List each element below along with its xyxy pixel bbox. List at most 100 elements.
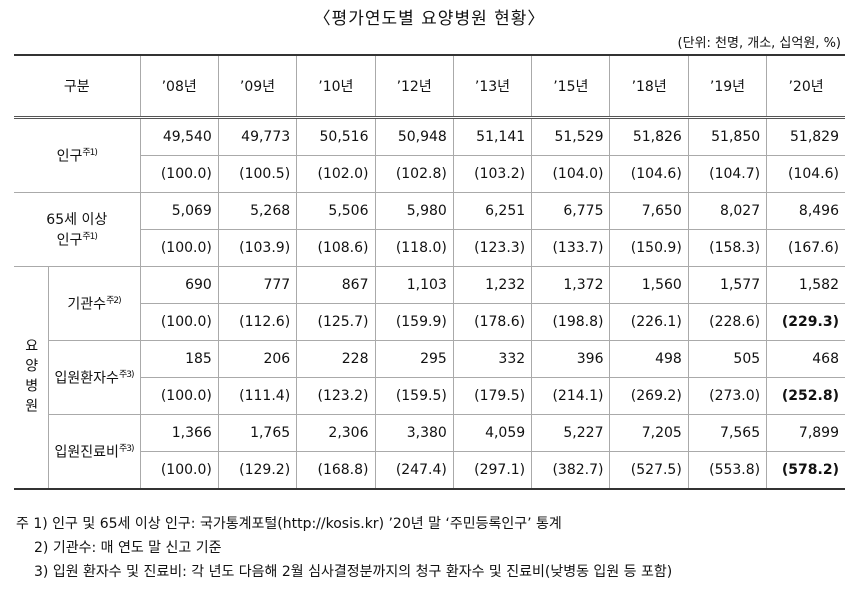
value-cell: 206 [217, 340, 298, 378]
value-cell: 51,529 [531, 117, 611, 156]
value-cell: (100.0) [140, 451, 219, 490]
value-cell: (198.8) [531, 303, 611, 341]
value-cell: (104.0) [531, 155, 611, 193]
value-cell: (167.6) [766, 229, 845, 267]
value-cell: 51,850 [687, 117, 768, 156]
value-cell: 1,372 [531, 266, 611, 304]
value-cell: 5,069 [139, 192, 219, 230]
footnote: 2) 기관수: 매 연도 말 신고 기준 [34, 540, 222, 556]
value-cell: (123.2) [296, 377, 376, 415]
value-cell: (229.3) [766, 303, 845, 341]
row-label: 65세 이상 인구주1) [14, 192, 141, 267]
value-cell: 2,306 [296, 414, 376, 452]
value-cell: 6,251 [452, 192, 533, 230]
value-cell: 8,027 [687, 192, 768, 230]
value-cell: (100.5) [217, 155, 298, 193]
value-cell: 49,540 [139, 117, 219, 156]
table-row: 요양병원 기관수주2) 690 777 867 1,103 1,232 1,372 1,560 1… [14, 266, 845, 490]
value-cell: (273.0) [687, 377, 768, 415]
row-label: 인구주1) [14, 117, 141, 193]
header-cell: ’12년 [374, 54, 454, 118]
value-cell: (226.1) [609, 303, 689, 341]
value-cell: 3,380 [374, 414, 454, 452]
value-cell: 498 [609, 340, 689, 378]
row-label: 입원진료비주3) [48, 414, 141, 490]
label-text: 65세 이상 [46, 212, 108, 229]
row-label: 기관수주2) [47, 266, 141, 341]
header-row: 구분 ’08년 ’09년 ’10년 ’12년 ’13년 ’15년 ’18년 ’19년 ’20년 [14, 54, 845, 118]
data-table: 구분 ’08년 ’09년 ’10년 ’12년 ’13년 ’15년 ’18년 ’19년 ’20년 인… [14, 54, 845, 490]
value-cell: (100.0) [140, 229, 219, 267]
value-cell: (104.7) [687, 155, 768, 193]
value-cell: 505 [687, 340, 768, 378]
value-cell: (578.2) [766, 451, 845, 490]
value-cell: 295 [374, 340, 454, 378]
table-row: 입원환자수주3) 185 206 228 295 332 396 498 505 468 [14, 340, 845, 415]
value-cell: (159.9) [374, 303, 454, 341]
header-cell: ’10년 [296, 54, 376, 118]
value-cell: (129.2) [217, 451, 298, 490]
footnote: 주 1) 인구 및 65세 이상 인구: 국가통계포털(http://kosis… [16, 516, 562, 532]
table-body: 인구주1) 49,540 49,773 50,516 50,948 51,141 51,52… [14, 117, 845, 490]
value-cell: (527.5) [609, 451, 689, 490]
label-text: 입원진료비 [54, 444, 119, 461]
value-cell: (158.3) [687, 229, 768, 267]
header-cell: ’09년 [217, 54, 298, 118]
title: 〈평가연도별 요양병원 현황〉 [313, 9, 546, 29]
value-cell: 332 [452, 340, 533, 378]
table-row: (100.0) (111.4) (123.2) (159.5) (179.5) (214.… [14, 377, 845, 415]
value-cell: (228.6) [687, 303, 768, 341]
value-cell: (104.6) [609, 155, 689, 193]
header-cell: ’20년 [766, 54, 845, 118]
value-cell: 5,980 [374, 192, 454, 230]
value-cell: 7,205 [609, 414, 689, 452]
header-cell: ’18년 [609, 54, 689, 118]
header-cell: ’08년 [139, 54, 219, 118]
value-cell: (252.8) [766, 377, 845, 415]
value-cell: 49,773 [217, 117, 298, 156]
value-cell: 1,582 [766, 266, 845, 304]
value-cell: 1,577 [687, 266, 768, 304]
row-label: 입원환자수주3) [48, 340, 141, 415]
value-cell: 228 [296, 340, 376, 378]
value-cell: 6,775 [531, 192, 611, 230]
value-cell: (102.0) [296, 155, 376, 193]
value-cell: 50,948 [374, 117, 454, 156]
value-cell: 5,227 [531, 414, 611, 452]
header-cell: ’13년 [452, 54, 533, 118]
value-cell: 4,059 [452, 414, 533, 452]
notes: 주 1) 인구 및 65세 이상 인구: 국가통계포털(http://kosis… [16, 512, 672, 584]
header-cell: ’19년 [687, 54, 768, 118]
value-cell: 51,826 [609, 117, 689, 156]
value-cell: (100.0) [140, 377, 219, 415]
footnote: 3) 입원 환자수 및 진료비: 각 년도 다음해 2월 심사결정분까지의 청구… [34, 564, 673, 580]
value-cell: 1,765 [217, 414, 298, 452]
table-row: 인구주1) 49,540 49,773 50,516 50,948 51,141 51,52… [14, 117, 845, 193]
value-cell: (178.6) [452, 303, 533, 341]
footnote-ref: 주3) [118, 444, 135, 455]
value-cell: 5,268 [217, 192, 298, 230]
footnote-ref: 주1) [82, 232, 98, 243]
value-cell: 1,232 [452, 266, 533, 304]
footnote-ref: 주3) [118, 370, 135, 381]
value-cell: 7,650 [609, 192, 689, 230]
value-cell: 396 [531, 340, 611, 378]
value-cell: (108.6) [296, 229, 376, 267]
value-cell: (214.1) [531, 377, 611, 415]
value-cell: (150.9) [609, 229, 689, 267]
value-cell: (103.9) [217, 229, 298, 267]
value-cell: (382.7) [531, 451, 611, 490]
value-cell: 51,829 [766, 117, 845, 156]
value-cell: 777 [217, 266, 298, 304]
table-row: 입원진료비주3) 1,366 1,765 2,306 3,380 4,059 5,227 7,… [14, 414, 845, 490]
value-cell: (123.3) [452, 229, 533, 267]
value-cell: (111.4) [217, 377, 298, 415]
value-cell: (179.5) [452, 377, 533, 415]
value-cell: (125.7) [296, 303, 376, 341]
value-cell: (297.1) [452, 451, 533, 490]
value-cell: 7,565 [687, 414, 768, 452]
table-row: (100.0) (103.9) (108.6) (118.0) (123.3) (133.… [14, 229, 845, 267]
value-cell: 1,560 [609, 266, 689, 304]
value-cell: 51,141 [452, 117, 533, 156]
group-label: 요양병원 [14, 266, 49, 490]
